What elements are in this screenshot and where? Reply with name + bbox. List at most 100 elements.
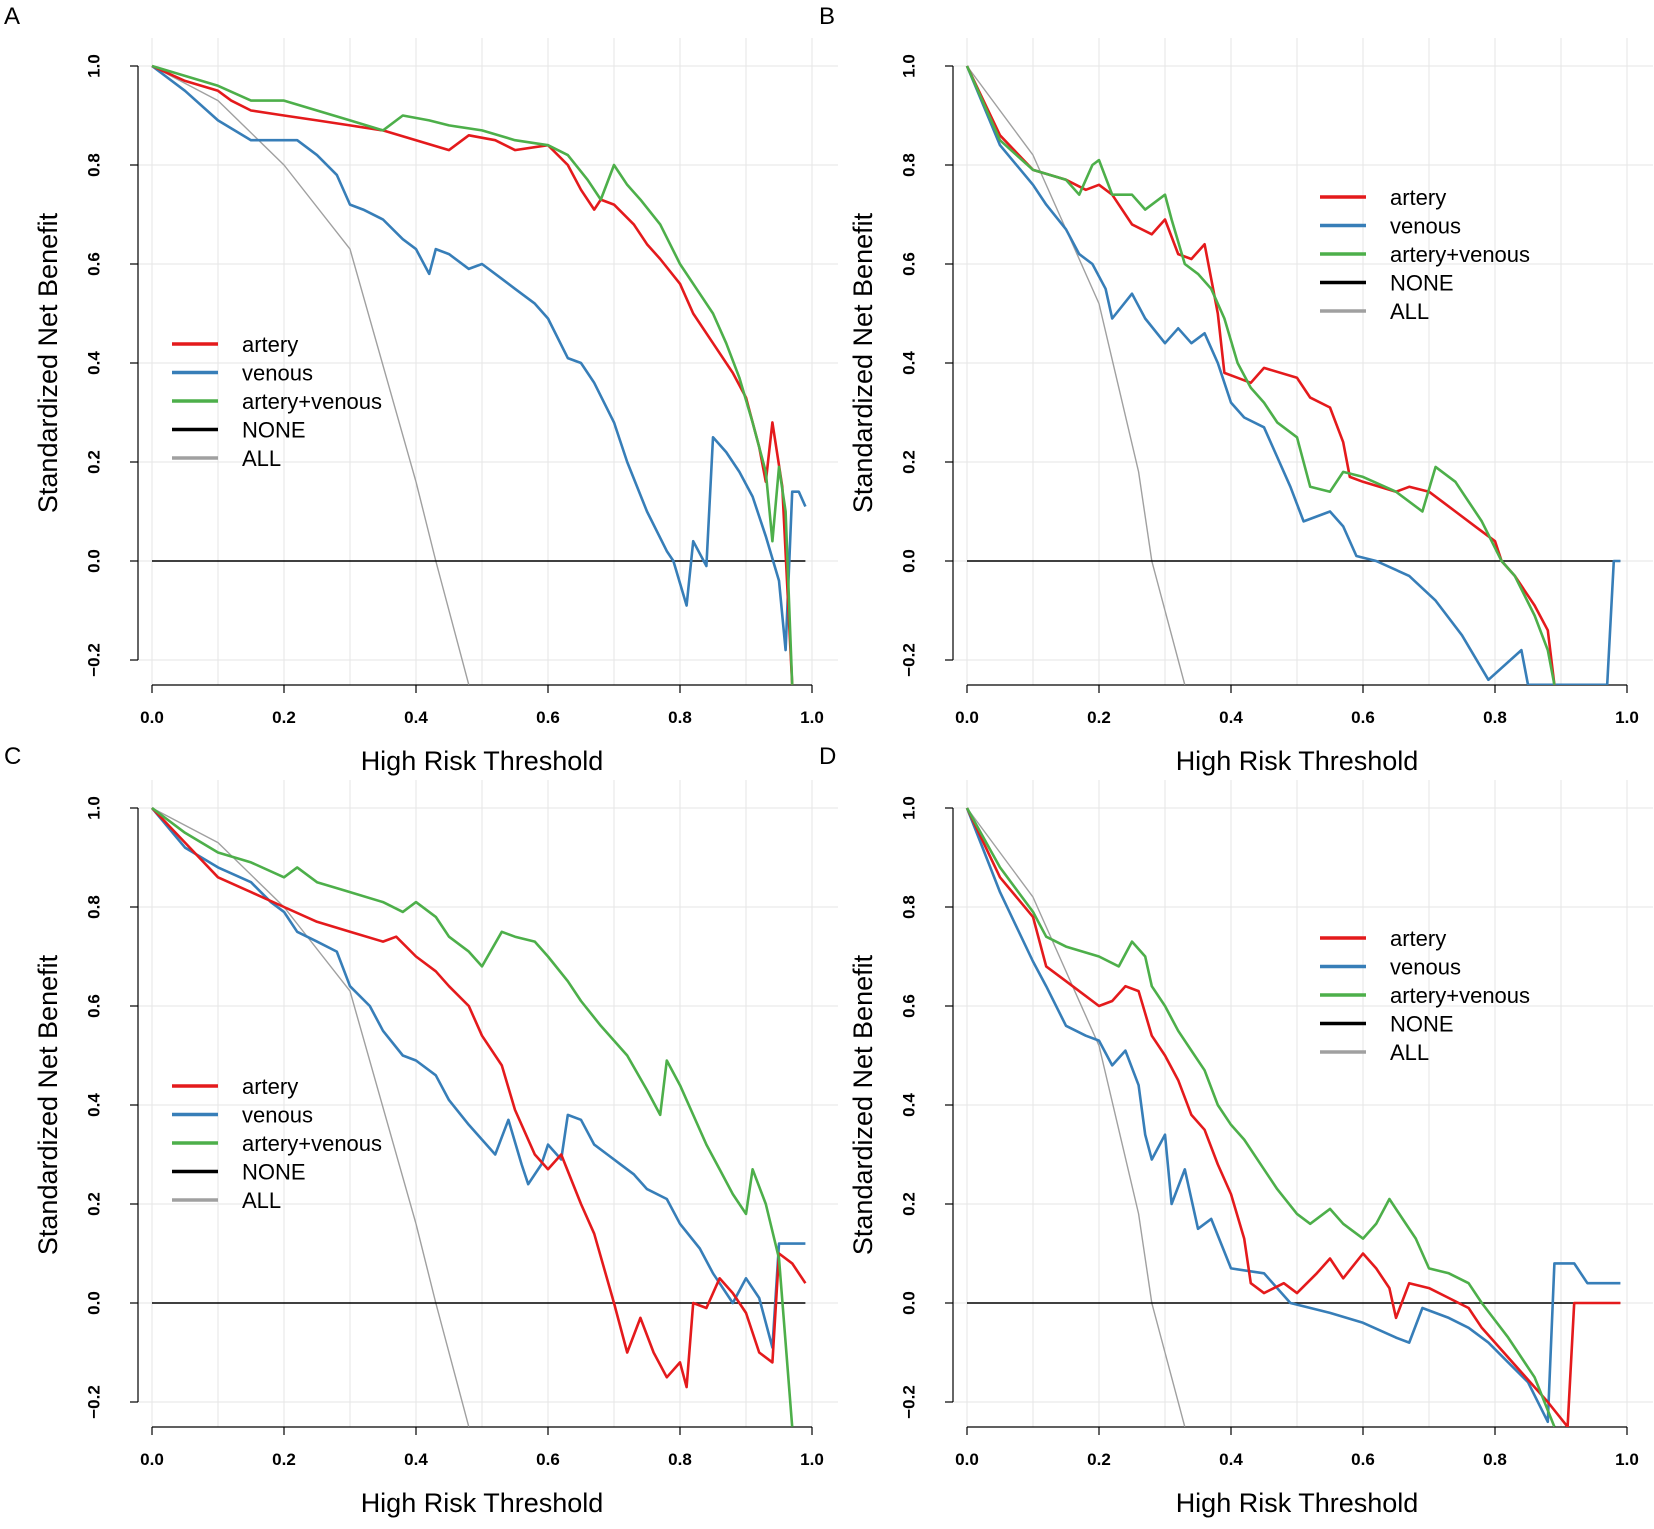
y-tick-label: 0.8 <box>899 895 918 919</box>
x-axis-title: High Risk Threshold <box>361 1488 604 1518</box>
x-tick-label: 0.4 <box>404 1450 428 1469</box>
legend-label: NONE <box>242 1160 306 1185</box>
y-tick-label: 0.0 <box>84 1291 103 1315</box>
x-tick-label: 0.4 <box>1219 1450 1243 1469</box>
y-tick-label: 0.2 <box>899 1192 918 1216</box>
x-tick-label: 0.8 <box>1483 708 1507 727</box>
legend-label: artery+venous <box>242 389 382 414</box>
y-tick-label: −0.2 <box>899 643 918 677</box>
y-tick-label: −0.2 <box>84 1385 103 1419</box>
legend-label: ALL <box>242 1188 281 1213</box>
legend-label: artery+venous <box>1390 983 1530 1008</box>
panel-letter: B <box>819 3 835 30</box>
series-line-artery-plus-venous <box>151 64 794 685</box>
legend-label: artery+venous <box>242 1131 382 1156</box>
x-tick-label: 0.2 <box>1087 708 1111 727</box>
y-tick-label: 1.0 <box>84 54 103 78</box>
x-axis-title: High Risk Threshold <box>1176 1488 1419 1518</box>
y-tick-label: 0.0 <box>899 549 918 573</box>
y-tick-label: 0.0 <box>84 549 103 573</box>
series-line-venous <box>151 807 806 1349</box>
y-tick-label: 0.4 <box>899 351 918 375</box>
series-line-artery-plus-venous <box>151 806 794 1427</box>
legend-label: venous <box>1390 955 1461 980</box>
y-tick-label: 0.4 <box>84 1093 103 1117</box>
legend-label: artery <box>242 332 298 357</box>
y-tick-label: 0.6 <box>84 994 103 1018</box>
legend-label: artery+venous <box>1390 242 1530 267</box>
panel-d: D 0.0 0.2 0.4 0.6 0.8 1.0 −0.2 0.0 0.2 0.4 0.6 0.8 1.… <box>819 743 1653 1518</box>
series-line-venous <box>965 65 1621 685</box>
y-tick-label: 0.2 <box>84 450 103 474</box>
y-axis-title: Standardized Net Benefit <box>33 954 63 1255</box>
y-tick-label: 0.4 <box>84 351 103 375</box>
series-line-venous <box>151 64 807 652</box>
x-tick-label: 0.6 <box>536 1450 560 1469</box>
x-tick-label: 0.0 <box>955 708 979 727</box>
y-tick-label: 1.0 <box>899 796 918 820</box>
y-tick-label: 1.0 <box>899 54 918 78</box>
x-axis-title: High Risk Threshold <box>1176 746 1419 776</box>
x-tick-label: 0.8 <box>1483 1450 1507 1469</box>
y-tick-label: 0.8 <box>84 895 103 919</box>
y-tick-label: 0.0 <box>899 1291 918 1315</box>
y-axis-title: Standardized Net Benefit <box>848 954 878 1255</box>
x-tick-label: 0.2 <box>272 708 296 727</box>
series-line-artery-plus-venous <box>965 807 1556 1427</box>
legend-label: NONE <box>242 418 306 443</box>
x-tick-label: 0.6 <box>1351 1450 1375 1469</box>
y-tick-label: 0.4 <box>899 1093 918 1117</box>
panel-b: B 0.0 0.2 0.4 0.6 0.8 1.0 −0.2 0.0 0.2 0.4 0.6 0.8 1.… <box>819 3 1653 776</box>
legend-label: venous <box>242 361 313 386</box>
legend: artery venous artery+venous NONE ALL <box>172 1074 382 1213</box>
y-tick-label: 0.2 <box>899 450 918 474</box>
x-tick-label: 0.6 <box>536 708 560 727</box>
y-axis-title: Standardized Net Benefit <box>848 212 878 513</box>
y-tick-label: 0.6 <box>899 994 918 1018</box>
x-tick-label: 1.0 <box>1615 1450 1639 1469</box>
y-tick-label: 0.8 <box>899 153 918 177</box>
panel-letter: C <box>4 743 21 770</box>
legend: artery venous artery+venous NONE ALL <box>172 332 382 471</box>
y-axis-title: Standardized Net Benefit <box>33 212 63 513</box>
panel-letter: D <box>819 743 836 770</box>
legend-label: artery <box>1390 185 1446 210</box>
panel-a: A 0.0 0.2 0.4 0.6 0.8 1.0 −0.2 0.0 0.2 0.4 0.6 0.8 1.… <box>4 3 838 776</box>
legend-label: ALL <box>1390 299 1429 324</box>
series-line-all <box>966 807 1186 1427</box>
x-axis-title: High Risk Threshold <box>361 746 604 776</box>
x-tick-label: 0.2 <box>1087 1450 1111 1469</box>
y-tick-label: −0.2 <box>899 1385 918 1419</box>
y-tick-label: 1.0 <box>84 796 103 820</box>
legend-label: venous <box>242 1103 313 1128</box>
legend: artery venous artery+venous NONE ALL <box>1320 926 1530 1065</box>
x-tick-label: 0.0 <box>140 1450 164 1469</box>
y-tick-label: −0.2 <box>84 643 103 677</box>
series-line-artery-plus-venous <box>965 65 1556 685</box>
series-line-artery <box>965 807 1621 1427</box>
x-tick-label: 0.4 <box>404 708 428 727</box>
x-tick-label: 0.8 <box>668 708 692 727</box>
legend-label: artery <box>1390 926 1446 951</box>
panel-letter: A <box>4 3 20 30</box>
legend-label: ALL <box>1390 1040 1429 1065</box>
x-tick-label: 1.0 <box>800 708 824 727</box>
legend-label: venous <box>1390 214 1461 239</box>
series-line-artery <box>151 807 807 1389</box>
x-tick-label: 1.0 <box>800 1450 824 1469</box>
x-tick-label: 0.0 <box>955 1450 979 1469</box>
series-line-venous <box>965 807 1621 1424</box>
legend-label: NONE <box>1390 271 1454 296</box>
x-tick-label: 0.6 <box>1351 708 1375 727</box>
x-tick-label: 0.8 <box>668 1450 692 1469</box>
legend: artery venous artery+venous NONE ALL <box>1320 185 1530 324</box>
panel-c: C 0.0 0.2 0.4 0.6 0.8 1.0 −0.2 0.0 0.2 0.4 0.6 0.8 1.… <box>4 743 838 1518</box>
x-tick-label: 0.4 <box>1219 708 1243 727</box>
y-tick-label: 0.2 <box>84 1192 103 1216</box>
x-tick-label: 1.0 <box>1615 708 1639 727</box>
legend-label: ALL <box>242 446 281 471</box>
legend-label: NONE <box>1390 1012 1454 1037</box>
y-tick-label: 0.8 <box>84 153 103 177</box>
legend-label: artery <box>242 1074 298 1099</box>
